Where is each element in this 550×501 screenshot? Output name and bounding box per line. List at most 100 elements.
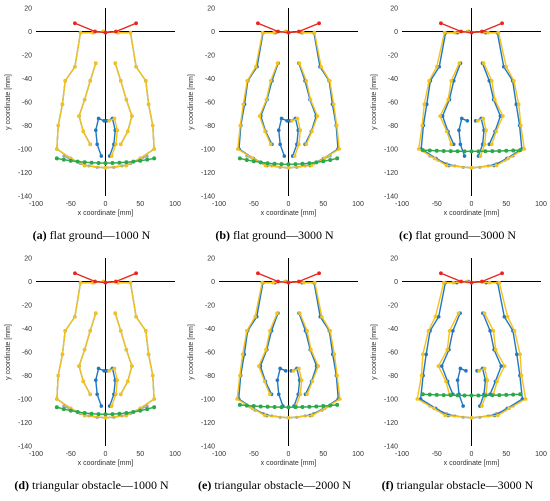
blue-inner-right-point [498,114,503,118]
x-tick-label: -100 [212,451,226,458]
y-tick-label: -140 [201,194,215,201]
blue-inner-right-line [298,312,318,395]
yellow-outer-point [453,30,457,35]
y-tick-label: -40 [205,326,215,333]
blue-outer-point [424,102,429,107]
yellow-inner-right-point [309,347,313,352]
yellow-outer-point [332,352,337,357]
yellow-loop-right-point [115,128,120,132]
blue-outer-point [437,64,442,69]
yellow-loop-right-point [477,369,481,373]
gray-series-point [145,404,149,408]
yellow-outer-point [497,280,502,285]
y-tick-label: -80 [388,123,398,130]
yellow-outer-point [486,30,490,35]
y-tick-label: -120 [18,420,32,427]
yellow-outer-point [328,79,332,83]
yellow-inner-left-point [82,347,87,352]
yellow-inner-left-point [438,114,442,118]
blue-inner-left-line [440,312,461,395]
y-tick-label: -80 [22,123,32,130]
blue-outer-point [436,314,441,319]
yellow-loop-right-point [109,404,114,408]
y-tick-label: -80 [205,123,215,130]
yellow-inner-left-point [275,61,280,66]
yellow-outer-point [519,373,524,378]
blue-inner-left-point [439,364,444,368]
x-tick-label: -100 [29,201,43,208]
blue-loop-left-point [461,404,465,408]
yellow-inner-right-point [489,142,494,147]
yellow-outer-point [496,30,501,35]
blue-inner-left-line [441,62,462,145]
y-tick-label: -100 [18,147,32,154]
y-tick-label: 20 [390,256,398,263]
yellow-inner-left-point [268,79,273,83]
yellow-loop-right-point [112,366,117,371]
yellow-outer-point [144,79,148,83]
y-tick-label: -60 [22,100,32,107]
x-tick-label: 0 [470,201,474,208]
x-tick-label: 0 [287,201,291,208]
green-series-point [307,161,312,166]
green-series-point [103,412,108,417]
y-tick-label: -40 [388,326,398,333]
blue-loop-left-point [102,119,106,123]
caption-e: (e) triangular obstacle—2000 N [198,478,351,492]
y-tick-label: -120 [384,170,398,177]
yellow-outer-point [487,280,492,285]
y-tick-label: 0 [394,279,398,286]
yellow-inner-left-point [444,129,449,134]
yellow-outer-point [507,406,511,411]
y-tick-label: -140 [18,194,32,201]
y-tick-label: -140 [201,444,215,451]
x-tick-label: 100 [352,451,364,458]
y-tick-label: -80 [205,373,215,380]
green-series-point [96,412,101,417]
green-series-point [244,157,249,162]
green-series-point [138,408,143,413]
yellow-outer-point [286,166,291,170]
yellow-outer-point [416,147,421,151]
yellow-outer-point [443,413,447,418]
caption-a: (a) flat ground—1000 N [32,228,151,242]
yellow-outer-point [241,102,246,107]
x-tick-label: 50 [136,201,144,208]
yellow-inner-left-point [264,347,268,352]
green-series-point [145,157,150,162]
yellow-inner-right-point [316,364,321,368]
red-series-point [103,280,108,285]
x-axis-label: x coordinate [mm] [444,210,500,217]
red-series-point [459,279,463,284]
green-series-point [258,160,263,165]
chart-panel-e: 20 0 -20 -40 -60 -80 -100 -120 -140 -100 -50 0 50 100… [183,250,366,500]
yellow-inner-right-point [125,379,130,384]
yellow-inner-left-point [446,97,450,102]
green-series-point [251,404,256,409]
yellow-outer-point [144,329,148,333]
chart-panel-c: 20 0 -20 -40 -60 -80 -100 -120 -140 -100 -50 0 50 100… [366,0,549,250]
green-series-point [117,411,122,416]
y-tick-label: -20 [22,53,32,60]
chart-panel-d: 20 0 -20 -40 -60 -80 -100 -120 -140 -100 -50 0 50 100… [0,250,183,500]
y-tick-label: -20 [388,53,398,60]
yellow-inner-left-point [275,311,279,316]
yellow-inner-left-point [93,61,98,66]
yellow-outer-point [103,416,108,420]
yellow-outer-point [313,280,317,285]
x-tick-label: 100 [535,201,547,208]
yellow-inner-right-point [304,142,309,147]
blue-inner-left-line [78,313,97,395]
chart-c: 200-20-40-60-80-100-120-140-100 -50 0 50 100… [371,6,547,218]
yellow-outer-point [78,30,83,35]
yellow-outer-point [271,280,276,285]
yellow-outer-point [301,30,305,35]
y-tick-label: -20 [205,53,215,60]
yellow-outer-point [260,280,264,285]
yellow-outer-point [134,64,138,69]
yellow-loop-right-point [109,154,114,158]
yellow-loop-right-point [112,116,117,121]
green-series-point [117,160,122,165]
blue-loop-left-point [96,116,101,121]
yellow-outer-point [419,373,424,378]
